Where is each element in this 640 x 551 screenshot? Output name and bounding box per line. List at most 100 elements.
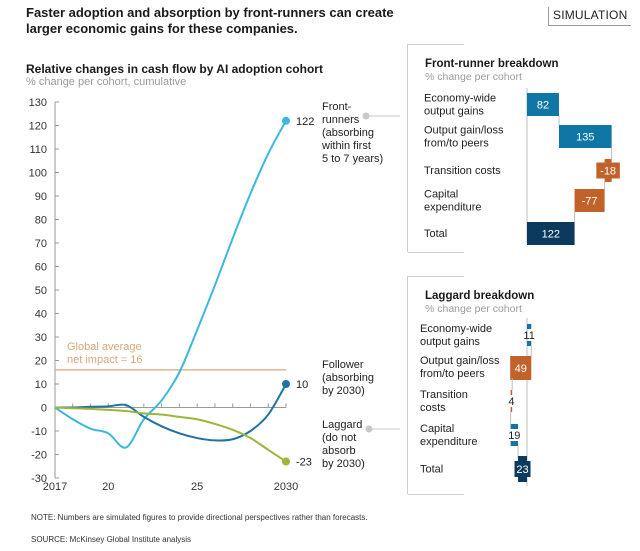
y-tick-label: 100 — [29, 168, 47, 180]
waterfall-label-bg — [596, 162, 620, 179]
series-line-front-runner — [54, 120, 287, 449]
legend-label-laggard: by 2030) — [322, 458, 365, 470]
global-average-label: Global average — [67, 341, 142, 353]
y-tick-label: 70 — [35, 238, 47, 250]
category-label: Economy-wide — [424, 93, 496, 105]
y-tick-label: 30 — [35, 332, 47, 344]
series-end-marker-laggard — [282, 457, 290, 466]
waterfall-value-label: 4 — [508, 396, 514, 408]
waterfall-value-label: 135 — [576, 132, 594, 144]
legend-label-front-runner: within first — [321, 140, 371, 152]
waterfall-bar — [527, 93, 559, 116]
series-end-label: -23 — [296, 457, 312, 469]
legend-label-front-runner: Front- — [322, 101, 352, 113]
panel-top-border — [408, 44, 464, 45]
category-label: output gains — [420, 336, 480, 348]
y-tick-label: 120 — [29, 121, 47, 133]
legend-label-follower: Follower — [322, 359, 364, 371]
waterfall-value-label: 11 — [523, 330, 534, 342]
category-label: Total — [420, 464, 443, 476]
waterfall-value-label: 19 — [508, 430, 520, 442]
y-tick-label: 90 — [35, 191, 47, 203]
waterfall-bar — [527, 341, 532, 346]
category-label: Capital — [424, 189, 458, 201]
legend-label-front-runner: 5 to 7 years) — [322, 153, 383, 165]
y-tick-label: 40 — [35, 309, 47, 321]
y-tick-label: -20 — [31, 450, 47, 462]
series-end-label: 122 — [296, 116, 314, 128]
line-chart-subtitle: % change per cohort, cumulative — [26, 76, 187, 88]
y-tick-label: -30 — [31, 473, 47, 485]
front-runner-subtitle: % change per cohort — [425, 71, 522, 83]
waterfall-bar — [527, 222, 575, 245]
panel-bottom-border — [408, 494, 464, 495]
front-runner-panel: Front-runner breakdown % change per coho… — [407, 44, 638, 253]
waterfall-bar — [510, 356, 532, 380]
series-end-marker-front-runner — [282, 116, 290, 125]
waterfall-bar — [510, 441, 519, 446]
y-tick-label: 60 — [35, 262, 47, 274]
y-tick-label: 110 — [29, 144, 47, 156]
category-label: Transition costs — [424, 165, 501, 177]
series-line-laggard — [54, 406, 287, 463]
x-tick-label: 2030 — [274, 481, 298, 493]
waterfall-value-label: 49 — [515, 363, 527, 375]
legend-label-front-runner: runners — [322, 114, 360, 126]
waterfall-bar — [510, 390, 513, 395]
legend-label-laggard: absorb — [322, 445, 356, 457]
series-end-label: 10 — [296, 379, 308, 391]
category-label: expenditure — [424, 202, 482, 214]
category-label: Output gain/loss — [420, 355, 500, 367]
category-label: Economy-wide — [420, 323, 492, 335]
category-label: costs — [420, 402, 446, 414]
y-tick-label: 80 — [35, 215, 47, 227]
waterfall-bar — [510, 424, 519, 429]
laggard-title: Laggard breakdown — [425, 290, 535, 302]
x-tick-label: 20 — [102, 481, 114, 493]
category-label: Transition — [420, 389, 468, 401]
waterfall-bar — [574, 189, 605, 212]
global-average-label: net impact = 16 — [67, 354, 143, 366]
waterfall-value-label: 82 — [537, 100, 549, 112]
line-chart: 1301201101009080706050403020100-10-20-30… — [29, 97, 400, 493]
x-tick-label: 2017 — [43, 481, 67, 493]
y-tick-label: 0 — [41, 403, 47, 415]
waterfall-label-bg — [514, 461, 531, 477]
waterfall-value-label: -77 — [582, 196, 598, 208]
series-end-marker-follower — [282, 380, 290, 388]
category-label: Total — [424, 228, 447, 240]
legend-label-laggard: (do not — [322, 432, 356, 444]
y-tick-label: -10 — [31, 426, 47, 438]
legend-label-front-runner: (absorbing — [322, 127, 374, 139]
y-tick-label: 20 — [35, 356, 47, 368]
waterfall-bar — [558, 125, 612, 148]
waterfall-value-label: -18 — [600, 166, 616, 178]
y-tick-label: 10 — [35, 379, 47, 391]
source-text: SOURCE: McKinsey Global Institute analys… — [31, 535, 192, 544]
headline: Faster adoption and absorption by front-… — [26, 5, 394, 36]
waterfall-value-label: 122 — [542, 229, 560, 241]
panel-top-border — [408, 276, 464, 277]
legend-label-laggard: Laggard — [322, 419, 362, 431]
waterfall-value-label: 23 — [516, 464, 528, 476]
front-runner-title: Front-runner breakdown — [425, 58, 559, 70]
line-chart-title: Relative changes in cash flow by AI adop… — [26, 62, 323, 76]
category-label: from/to peers — [420, 368, 485, 380]
legend-label-follower: (absorbing — [322, 372, 374, 384]
laggard-subtitle: % change per cohort — [425, 303, 522, 315]
category-label: Capital — [420, 423, 454, 435]
category-label: output gains — [424, 106, 484, 118]
waterfall-bar — [527, 324, 532, 329]
category-label: from/to peers — [424, 138, 489, 150]
waterfall-bar — [510, 407, 513, 412]
x-tick-label: 25 — [191, 481, 203, 493]
laggard-panel: Laggard breakdown % change per cohort — [407, 276, 638, 495]
category-label: expenditure — [420, 436, 478, 448]
y-tick-label: 50 — [35, 285, 47, 297]
y-tick-label: 130 — [29, 97, 47, 109]
category-label: Output gain/loss — [424, 125, 504, 137]
legend-label-follower: by 2030) — [322, 385, 365, 397]
series-line-follower — [54, 383, 287, 442]
